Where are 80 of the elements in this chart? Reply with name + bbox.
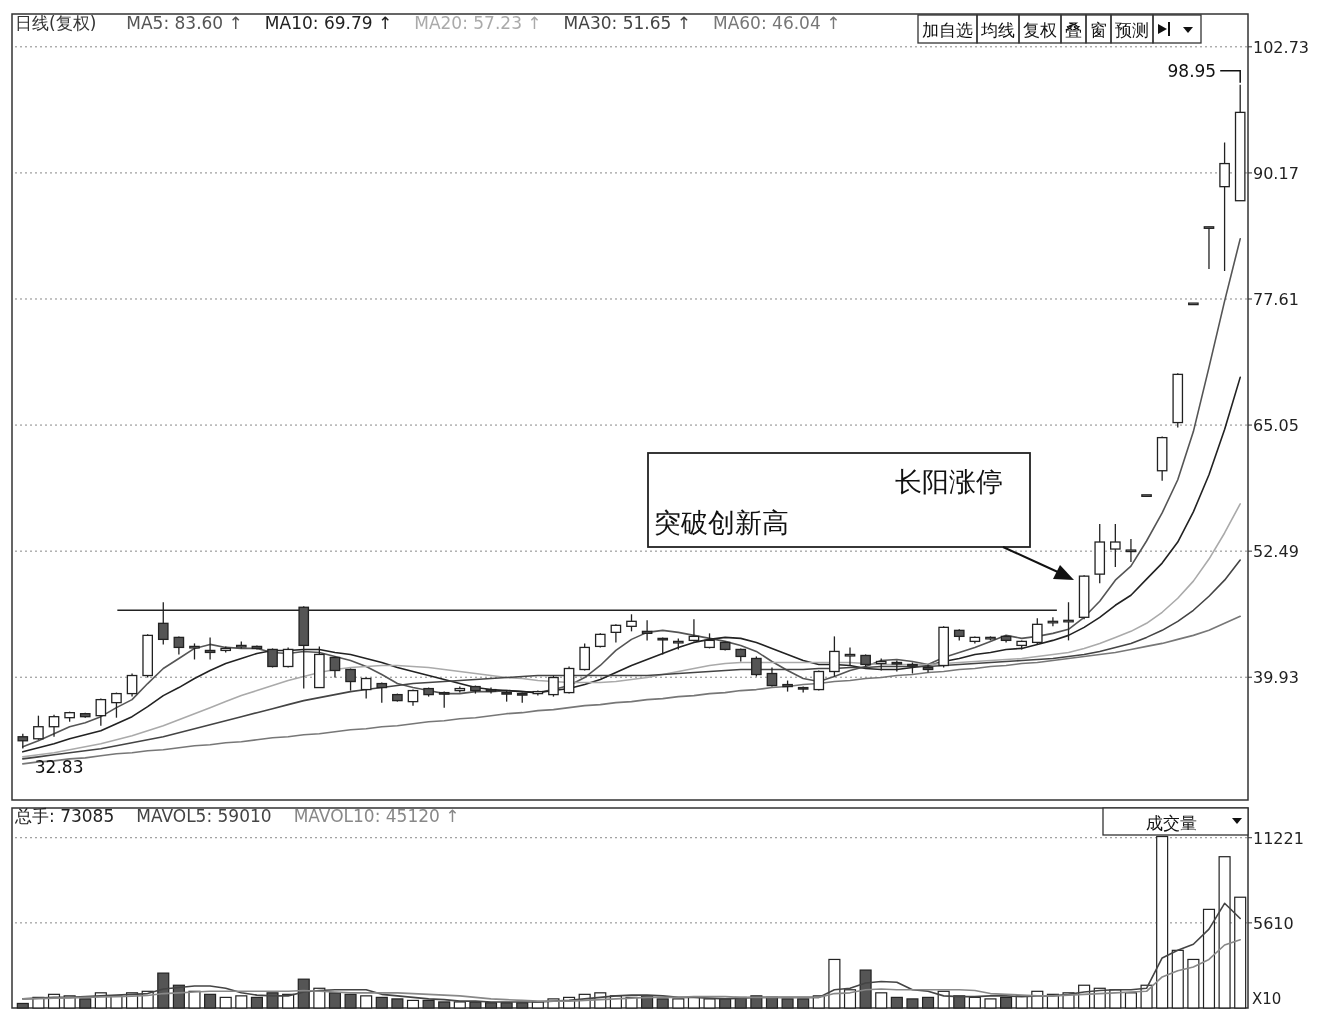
y-tick-label: 5610 <box>1253 913 1294 933</box>
annotation: 均线 <box>980 20 1015 40</box>
annotation: 加自选 <box>922 20 973 40</box>
y-tick-label: 90.17 <box>1253 163 1299 183</box>
annotation: 98.95 <box>1167 60 1217 81</box>
text: MAVOL5: 59010 <box>136 806 272 826</box>
annotation: 预测 <box>1115 20 1149 40</box>
chart-title: 日线(复权) <box>15 13 97 33</box>
bar <box>157 972 170 1009</box>
bar <box>750 995 763 1009</box>
text: MA60: 46.04 ↑ <box>713 13 841 33</box>
bar <box>781 998 794 1009</box>
text: X10 <box>1252 990 1282 1008</box>
bar <box>859 969 872 1009</box>
annotation: 复权 <box>1023 20 1057 40</box>
y-tick-label: 11221 <box>1253 828 1304 848</box>
bar <box>968 996 981 1009</box>
bar <box>516 1002 529 1009</box>
bar <box>250 996 263 1009</box>
bar <box>1218 856 1231 1009</box>
y-tick-label: 102.73 <box>1253 37 1309 57</box>
bar <box>204 993 217 1009</box>
bar <box>438 1001 451 1009</box>
bar <box>500 1002 513 1009</box>
bar <box>344 993 357 1009</box>
bar <box>1156 835 1169 1009</box>
bar <box>953 995 966 1009</box>
bar <box>641 995 654 1009</box>
bar <box>875 992 888 1009</box>
bar <box>703 998 716 1009</box>
bar <box>921 996 935 1009</box>
bar <box>890 996 903 1009</box>
bar <box>984 998 997 1009</box>
bar <box>719 998 732 1009</box>
bar <box>1234 896 1247 1009</box>
y-tick-label: 65.05 <box>1253 416 1299 436</box>
bar <box>1171 949 1184 1009</box>
y-tick-label: 77.61 <box>1253 289 1299 309</box>
bar <box>1000 996 1013 1009</box>
bar <box>797 998 810 1009</box>
bar <box>469 1001 482 1009</box>
annotation: 32.83 <box>34 756 84 777</box>
bar <box>672 998 685 1009</box>
text: MAVOL10: 45120 ↑ <box>293 806 460 826</box>
bar <box>906 998 919 1009</box>
bar <box>391 998 404 1009</box>
bar <box>360 995 373 1009</box>
bar <box>843 989 857 1009</box>
bar <box>375 996 388 1009</box>
bar <box>453 1001 466 1009</box>
bar <box>110 995 123 1009</box>
bar <box>812 995 825 1009</box>
bar <box>1015 995 1028 1009</box>
y-tick-label: 52.49 <box>1253 542 1299 562</box>
annotation: 叠 <box>1065 20 1082 40</box>
bar <box>219 996 232 1009</box>
y-tick-label: 39.93 <box>1253 668 1299 688</box>
bar <box>406 999 420 1009</box>
text: MA30: 51.65 ↑ <box>563 13 691 33</box>
bar <box>687 996 700 1009</box>
bar <box>1202 908 1216 1009</box>
bar <box>765 996 779 1009</box>
annotation: 长阳涨停 <box>895 466 1003 497</box>
text: MA20: 57.23 ↑ <box>414 13 542 33</box>
bar <box>79 998 92 1009</box>
bar <box>16 1002 29 1009</box>
bar <box>235 995 248 1009</box>
bar <box>656 998 669 1009</box>
annotation: 突破创新高 <box>654 507 789 538</box>
bar <box>828 958 841 1009</box>
text: MA5: 83.60 ↑ <box>126 13 243 33</box>
bar <box>1124 992 1138 1009</box>
bar <box>328 992 342 1009</box>
bar <box>422 999 435 1009</box>
annotation: 成交量 <box>1146 813 1197 833</box>
bar <box>1187 958 1200 1009</box>
bar <box>484 1002 498 1009</box>
annotation: 窗 <box>1090 20 1107 40</box>
text: MA10: 69.79 ↑ <box>264 13 393 33</box>
text: 总手: 73085 <box>14 806 115 826</box>
